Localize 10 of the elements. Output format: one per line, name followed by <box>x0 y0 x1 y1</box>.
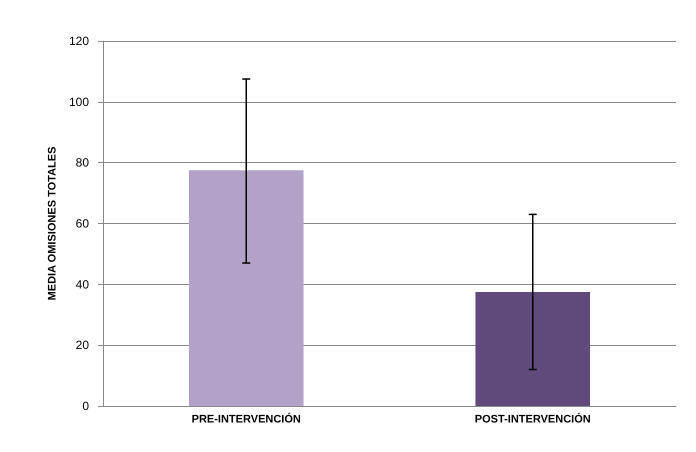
y-tick-label: 20 <box>76 338 90 352</box>
y-tick-label: 0 <box>82 399 90 413</box>
x-tick-label: POST-INTERVENCIÓN <box>474 412 591 426</box>
x-tick-label: PRE-INTERVENCIÓN <box>192 412 301 426</box>
y-tick-label: 60 <box>76 216 90 230</box>
y-axis-title: MEDIA OMISIONES TOTALES <box>46 146 58 300</box>
y-tick-label: 120 <box>68 34 90 48</box>
y-tick-label: 100 <box>68 94 90 109</box>
y-tick-label: 40 <box>76 277 90 292</box>
y-tick-label: 80 <box>76 156 90 170</box>
